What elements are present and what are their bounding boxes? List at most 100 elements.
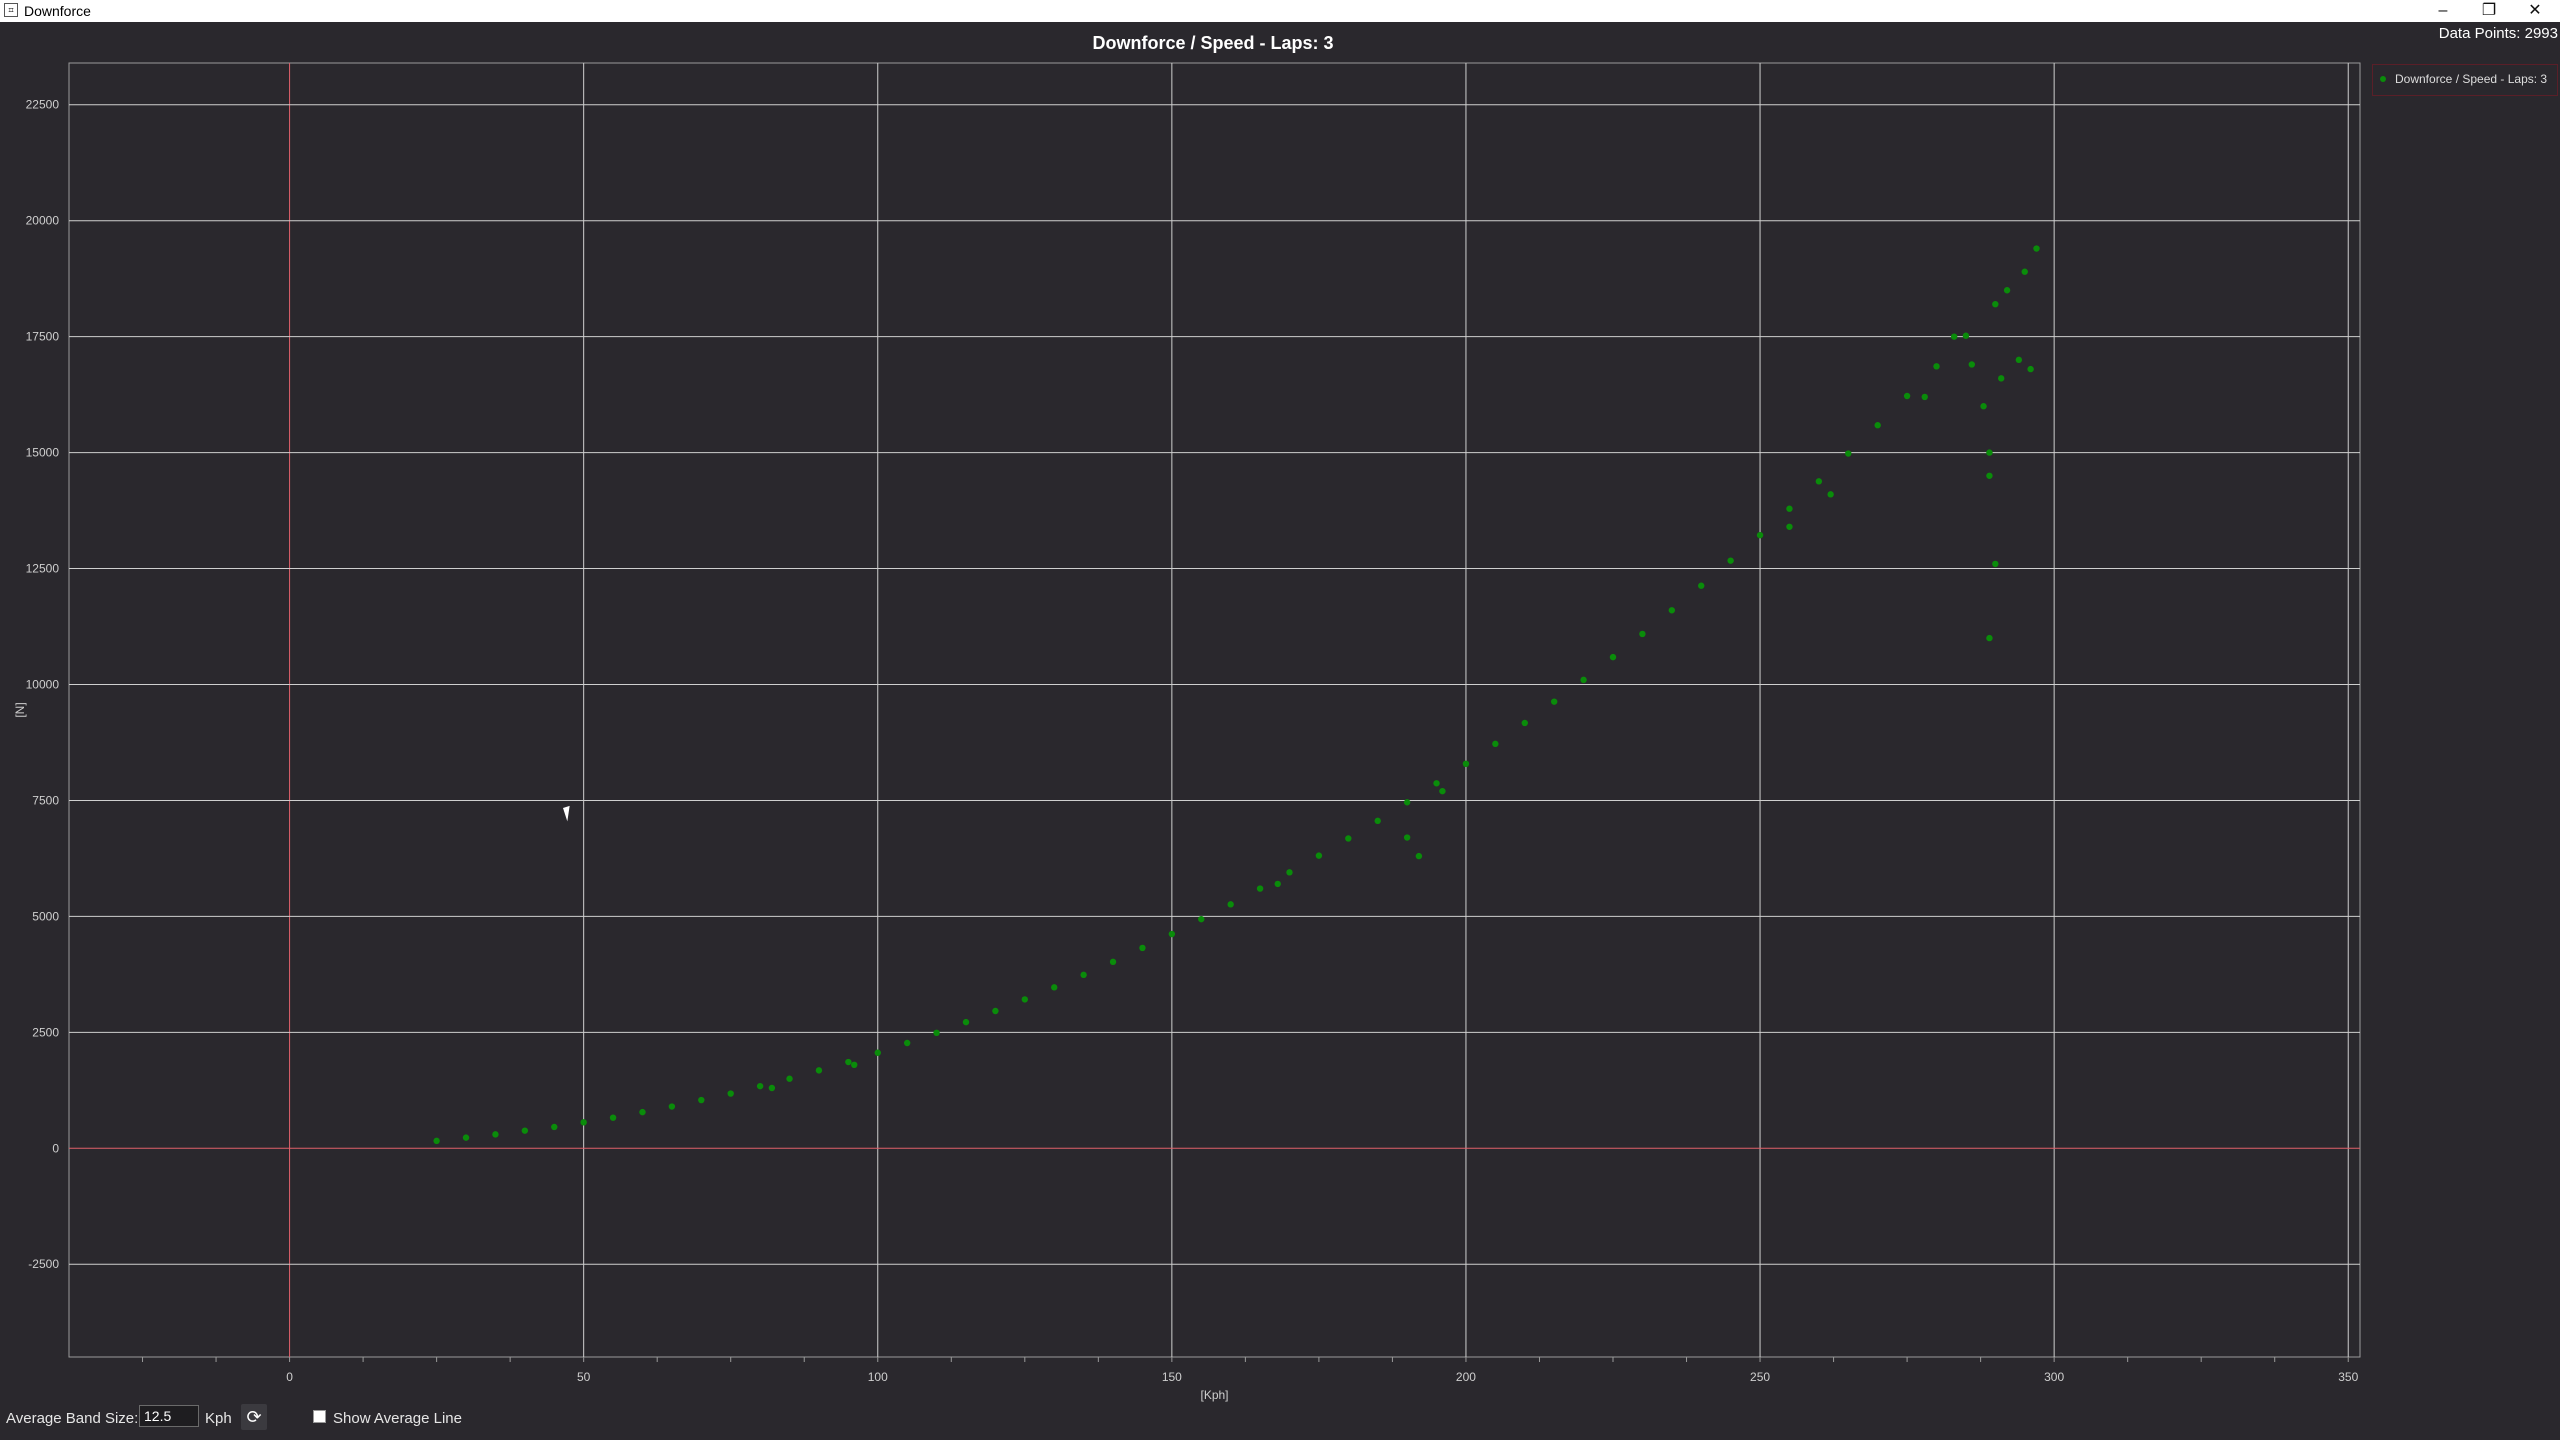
chart-legend[interactable]: Downforce / Speed - Laps: 3 — [2372, 64, 2558, 96]
x-tick-label: 150 — [1162, 1370, 1182, 1384]
data-point — [1462, 760, 1470, 768]
data-point — [1580, 676, 1587, 684]
data-point — [1198, 915, 1205, 923]
y-tick-label: 2500 — [32, 1025, 59, 1039]
data-point — [1550, 698, 1558, 705]
data-point — [1415, 852, 1423, 860]
data-point — [609, 1114, 617, 1121]
x-tick-label: 100 — [868, 1370, 888, 1384]
data-point — [1286, 869, 1293, 876]
data-point — [1521, 719, 1528, 727]
x-tick-label: 300 — [2044, 1370, 2064, 1384]
y-tick-label: 22500 — [26, 98, 60, 112]
y-tick-label: 15000 — [26, 446, 60, 460]
show-average-label[interactable]: Show Average Line — [333, 1410, 462, 1427]
data-point — [962, 1018, 970, 1026]
show-average-checkbox[interactable] — [313, 1410, 326, 1423]
band-size-input[interactable] — [139, 1405, 199, 1427]
bottom-toolbar: Average Band Size: Kph ⟳ Show Average Li… — [0, 1398, 2560, 1440]
data-point — [1256, 885, 1264, 892]
data-point — [1439, 787, 1446, 795]
data-point — [2027, 365, 2034, 373]
data-point — [1374, 817, 1381, 825]
legend-swatch-icon — [2380, 76, 2386, 82]
x-tick-label: 0 — [286, 1370, 293, 1384]
title-bar: ⌗ Downforce – ❐ ✕ — [0, 0, 2560, 22]
data-point — [668, 1103, 676, 1110]
data-point — [1786, 505, 1793, 512]
data-point — [1992, 300, 1999, 308]
data-point — [1668, 607, 1676, 614]
data-point — [1903, 392, 1911, 400]
data-point — [1786, 523, 1793, 530]
minimize-button[interactable]: – — [2438, 2, 2448, 19]
data-point — [1168, 930, 1176, 938]
app-icon: ⌗ — [4, 3, 18, 17]
y-tick-label: -2500 — [28, 1257, 59, 1271]
x-axis-label: [Kph] — [1200, 1388, 1228, 1402]
data-point — [1933, 363, 1940, 370]
data-point — [580, 1119, 587, 1126]
data-point — [1827, 491, 1834, 498]
data-point — [492, 1131, 499, 1138]
data-point — [1698, 582, 1705, 589]
plot-area-border — [68, 62, 2361, 1358]
data-point — [1403, 834, 1411, 841]
x-tick-label: 350 — [2338, 1370, 2358, 1384]
data-point — [639, 1108, 646, 1116]
window-title: Downforce — [24, 3, 91, 19]
data-point — [1950, 333, 1958, 340]
data-point — [1315, 852, 1323, 859]
data-point — [1139, 944, 1146, 952]
data-point — [698, 1096, 705, 1104]
data-point — [433, 1137, 440, 1145]
data-point — [2021, 268, 2028, 275]
data-point — [1845, 450, 1852, 457]
y-tick-label: 17500 — [26, 330, 60, 344]
data-point — [1986, 634, 1993, 642]
x-tick-label: 200 — [1456, 1370, 1476, 1384]
x-tick-label: 50 — [577, 1370, 591, 1384]
y-tick-label: 20000 — [26, 214, 60, 228]
data-point — [1227, 901, 1234, 908]
data-point — [1921, 393, 1928, 401]
data-point — [551, 1123, 558, 1131]
data-point — [1968, 361, 1975, 368]
legend-label: Downforce / Speed - Laps: 3 — [2395, 72, 2548, 86]
data-point — [1403, 799, 1411, 806]
y-tick-label: 7500 — [32, 793, 59, 807]
data-point — [1986, 472, 1993, 479]
data-point — [1109, 958, 1117, 966]
close-button[interactable]: ✕ — [2528, 2, 2542, 19]
y-tick-label: 12500 — [26, 562, 60, 576]
data-point — [992, 1007, 999, 1015]
data-point — [933, 1029, 940, 1037]
data-point — [1874, 422, 1881, 429]
x-tick-label: 250 — [1750, 1370, 1770, 1384]
data-point — [768, 1084, 776, 1092]
data-point — [1639, 630, 1646, 638]
data-point — [851, 1061, 858, 1069]
band-unit-label: Kph — [205, 1410, 232, 1427]
data-point — [1992, 560, 1999, 568]
data-point — [2033, 245, 2040, 252]
restore-button[interactable]: ❐ — [2481, 2, 2497, 19]
data-point — [1080, 971, 1087, 979]
y-tick-label: 0 — [52, 1141, 59, 1155]
refresh-button[interactable]: ⟳ — [241, 1404, 267, 1430]
band-size-label: Average Band Size: — [6, 1410, 139, 1427]
y-tick-label: 5000 — [32, 909, 59, 923]
data-point — [727, 1090, 734, 1097]
data-point — [874, 1049, 881, 1056]
data-point — [2015, 356, 2023, 364]
data-point — [1274, 880, 1281, 888]
data-point — [1433, 780, 1440, 787]
data-point — [815, 1067, 823, 1074]
data-point — [521, 1127, 529, 1134]
data-point — [1727, 557, 1734, 564]
data-point — [2003, 287, 2011, 294]
data-point — [1492, 740, 1499, 748]
data-point — [1815, 478, 1823, 485]
data-point — [903, 1039, 911, 1047]
